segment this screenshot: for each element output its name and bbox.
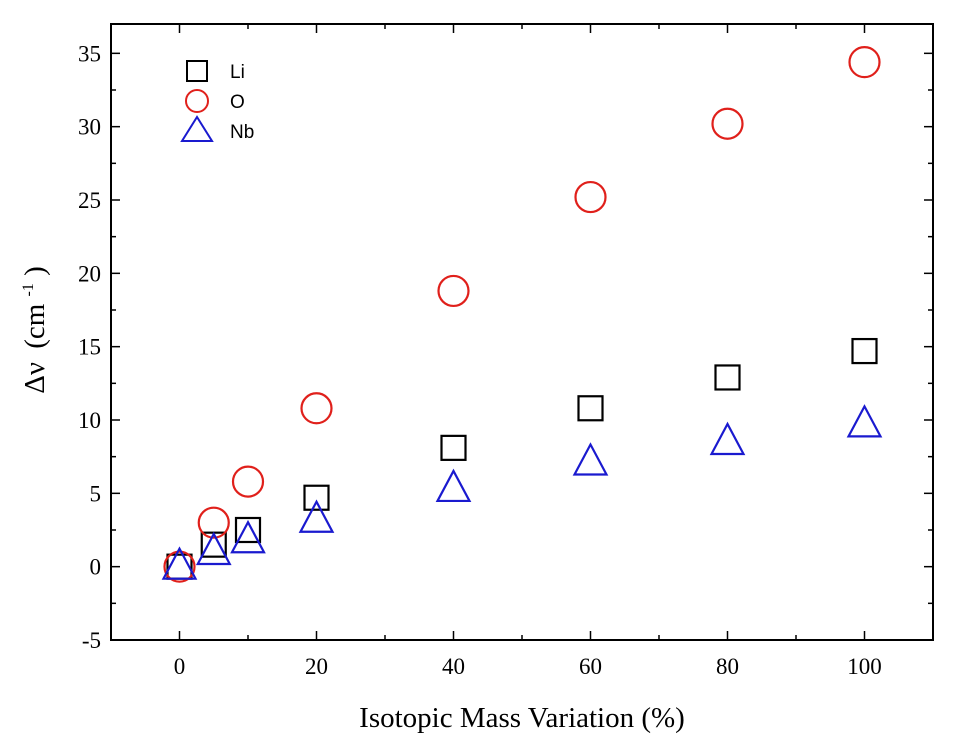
y-tick-label: -5 [82, 628, 101, 653]
series-o [163, 46, 881, 583]
x-tick-label: 20 [305, 654, 328, 679]
legend-item-li: Li [186, 60, 245, 83]
point-li [303, 484, 330, 511]
legend-marker-o [185, 89, 209, 113]
point-nb [572, 442, 609, 476]
axis-ticks [110, 24, 934, 641]
y-tick-label: 15 [78, 335, 101, 360]
point-nb [846, 404, 883, 438]
y-axis-title: Δν (cm -1 ) [8, 266, 51, 394]
x-tick-label: 40 [442, 654, 465, 679]
y-tick-label: 10 [78, 408, 101, 433]
legend-marker-nb [180, 115, 214, 142]
point-o [197, 506, 230, 539]
y-axis-symbol: Δν [19, 362, 51, 394]
data-markers [161, 46, 883, 583]
point-o [231, 465, 265, 498]
point-li [577, 395, 604, 422]
point-nb [230, 519, 266, 554]
point-li [234, 516, 262, 544]
point-nb [435, 468, 472, 503]
point-o [848, 46, 881, 79]
point-nb [298, 499, 335, 533]
y-axis-unit: (cm [19, 303, 51, 349]
series-nb [161, 404, 883, 580]
y-tick-label: 5 [90, 481, 102, 506]
y-tick-label: 20 [78, 261, 101, 286]
legend-label-nb: Nb [230, 122, 254, 143]
y-tick-label: 30 [78, 115, 101, 140]
legend-item-o: O [185, 89, 245, 113]
legend: Li O Nb [180, 60, 254, 143]
legend-label-o: O [230, 92, 245, 113]
y-tick-label: 0 [90, 555, 102, 580]
point-o [711, 107, 744, 140]
point-li [440, 434, 467, 461]
series-li [166, 337, 878, 580]
x-tick-label: 80 [716, 654, 739, 679]
point-li [714, 364, 741, 391]
legend-item-nb: Nb [180, 115, 254, 143]
point-nb [195, 531, 232, 566]
point-o [574, 180, 607, 214]
legend-marker-li [186, 60, 208, 82]
x-tick-label: 60 [579, 654, 602, 679]
legend-label-li: Li [230, 62, 245, 83]
y-tick-label: 35 [78, 41, 101, 66]
point-li [851, 337, 878, 365]
tick-labels: 0 20 40 60 80 100 -5 0 5 10 15 20 25 30 35 [78, 41, 882, 679]
x-tick-label: 100 [847, 654, 882, 679]
point-o [163, 550, 196, 583]
y-axis-exponent: -1 [20, 283, 37, 296]
point-nb [709, 421, 746, 456]
y-axis-close: ) [19, 266, 51, 276]
x-tick-label: 0 [174, 654, 186, 679]
point-o [437, 274, 470, 308]
point-o [300, 392, 333, 425]
y-tick-label: 25 [78, 188, 101, 213]
x-axis-title: Isotopic Mass Variation (%) [359, 702, 685, 734]
point-nb [161, 546, 198, 580]
